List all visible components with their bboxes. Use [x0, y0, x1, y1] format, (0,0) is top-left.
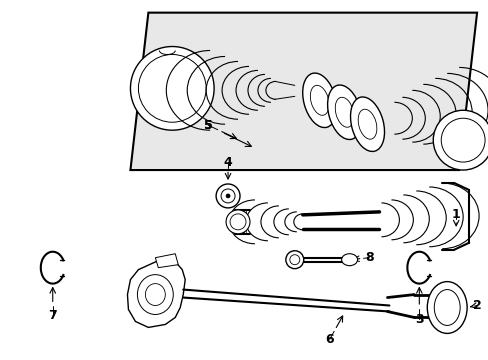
Ellipse shape	[350, 97, 384, 152]
Text: 8: 8	[365, 251, 373, 264]
Ellipse shape	[432, 110, 488, 170]
Ellipse shape	[302, 73, 336, 127]
Text: 3: 3	[414, 313, 423, 326]
Text: 7: 7	[48, 309, 57, 322]
Text: 5: 5	[203, 119, 212, 132]
Ellipse shape	[427, 282, 466, 333]
Text: 4: 4	[223, 156, 232, 168]
Polygon shape	[155, 254, 178, 268]
Ellipse shape	[327, 85, 361, 140]
Ellipse shape	[225, 210, 249, 234]
Ellipse shape	[216, 184, 240, 208]
Text: 1: 1	[451, 208, 460, 221]
Text: 5: 5	[203, 119, 212, 132]
Text: 6: 6	[325, 333, 333, 346]
Ellipse shape	[225, 194, 229, 198]
Ellipse shape	[341, 254, 357, 266]
Polygon shape	[130, 13, 476, 170]
Polygon shape	[127, 260, 185, 328]
Text: 2: 2	[472, 299, 481, 312]
Ellipse shape	[130, 46, 214, 130]
Ellipse shape	[285, 251, 303, 269]
